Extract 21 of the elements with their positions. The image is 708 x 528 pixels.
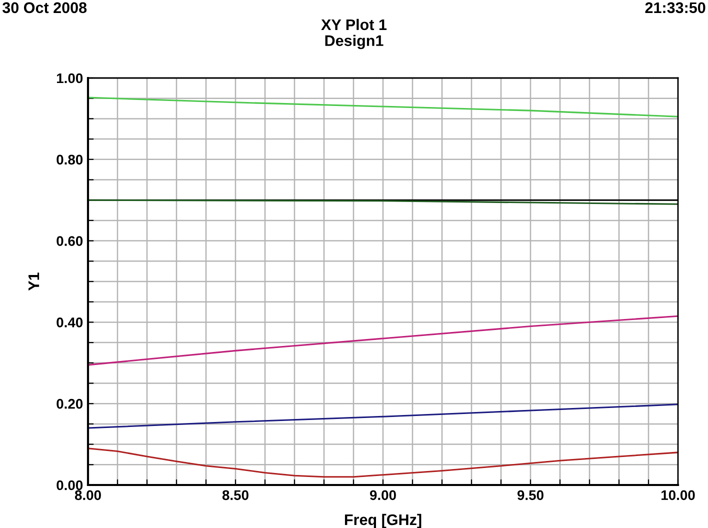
y-tick-label: 1.00 xyxy=(56,73,83,84)
y-tick-label: 0.40 xyxy=(56,318,83,328)
text: 30 Oct 2008 xyxy=(2,2,87,14)
x-axis-title: Freq [GHz] xyxy=(344,514,422,528)
line-series xyxy=(88,315,678,366)
y-tick-label: 0.60 xyxy=(56,236,83,246)
chart-subtitle: Design1 xyxy=(325,34,384,50)
x-tick-label: 9.00 xyxy=(370,490,396,500)
line-series xyxy=(88,448,678,478)
y-tick-label: 0.80 xyxy=(56,154,83,165)
text: 21:33:50 xyxy=(645,2,706,14)
x-tick-label: 10.00 xyxy=(662,490,695,500)
chart-title: XY Plot 1 xyxy=(321,18,387,30)
x-tick-label: 8.00 xyxy=(74,490,101,500)
y-tick-label: 0.20 xyxy=(56,398,83,409)
line-series xyxy=(88,404,678,429)
y-axis-title: Y1 xyxy=(28,272,40,291)
line-series xyxy=(88,96,678,118)
x-tick-label: 8.50 xyxy=(222,490,248,500)
y-tick-label: 0.00 xyxy=(56,480,83,490)
x-tick-label: 9.50 xyxy=(517,490,544,500)
